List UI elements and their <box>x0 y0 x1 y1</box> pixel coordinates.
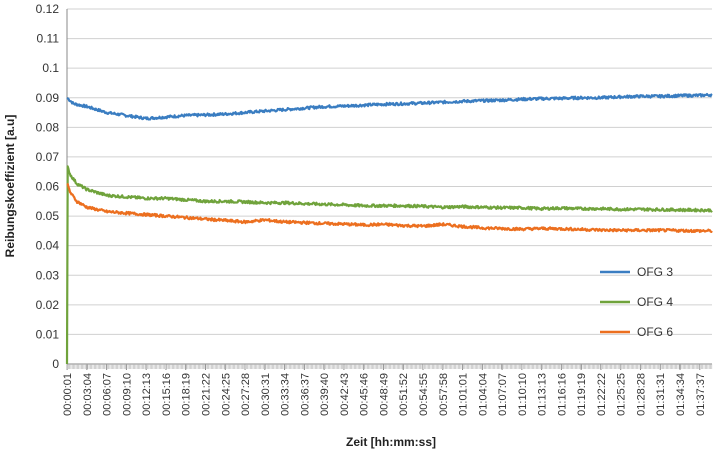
y-tick-label: 0.12 <box>36 2 60 16</box>
x-tick-label: 01:19:19 <box>576 373 588 416</box>
legend-label: OFG 3 <box>637 265 673 279</box>
y-tick-label: 0.05 <box>36 209 60 223</box>
x-tick-label: 00:51:52 <box>398 373 410 416</box>
y-axis-title: Reibungskoeffizient [a.u] <box>3 115 17 258</box>
y-tick-label: 0.09 <box>36 91 60 105</box>
x-tick-label: 01:25:25 <box>616 373 628 416</box>
y-tick-label: 0.08 <box>36 120 60 134</box>
y-tick-label: 0.01 <box>36 327 60 341</box>
legend-label: OFG 4 <box>637 295 673 309</box>
x-tick-label: 01:37:37 <box>695 373 707 416</box>
series-line-ofg-4 <box>65 165 713 365</box>
series-lines <box>65 92 713 365</box>
y-tick-label: 0.1 <box>42 61 59 75</box>
x-tick-label: 00:18:19 <box>181 373 193 416</box>
y-tick-label: 0.04 <box>36 239 60 253</box>
x-tick-label: 01:07:07 <box>497 373 509 416</box>
x-tick-label: 00:30:31 <box>260 373 272 416</box>
x-tick-label: 01:04:04 <box>477 373 489 416</box>
x-tick-label: 01:16:16 <box>556 373 568 416</box>
x-minor-ticks <box>66 364 713 369</box>
y-tick-label: 0.02 <box>36 298 60 312</box>
x-axis-ticks: 00:00:01 00:03:04 00:06:07 00:09:10 00:12:13… <box>62 364 707 416</box>
x-tick-label: 00:39:40 <box>319 373 331 416</box>
x-tick-label: 01:34:34 <box>675 373 687 416</box>
x-tick-label: 00:27:28 <box>240 373 252 416</box>
x-tick-label: 00:24:25 <box>220 373 232 416</box>
x-tick-label: 00:15:16 <box>161 373 173 416</box>
x-tick-label: 00:45:46 <box>359 373 371 416</box>
x-tick-label: 00:00:01 <box>62 373 74 416</box>
x-tick-label: 00:21:22 <box>201 373 213 416</box>
x-tick-label: 01:13:13 <box>537 373 549 416</box>
x-tick-label: 01:28:28 <box>636 373 648 416</box>
x-tick-label: 00:09:10 <box>121 373 133 416</box>
x-tick-label: 00:54:55 <box>418 373 430 416</box>
x-tick-label: 01:22:22 <box>596 373 608 416</box>
gridlines <box>67 8 712 335</box>
series-line-ofg-6 <box>66 182 713 234</box>
x-tick-label: 00:42:43 <box>339 373 351 416</box>
x-tick-label: 00:12:13 <box>141 373 153 416</box>
series-line-ofg-3 <box>66 92 713 121</box>
x-tick-label: 00:06:07 <box>102 373 114 416</box>
x-tick-label: 01:01:01 <box>458 373 470 416</box>
x-tick-label: 00:03:04 <box>82 373 94 416</box>
y-tick-label: 0.11 <box>37 32 60 46</box>
x-axis-title: Zeit [hh:mm:ss] <box>346 435 436 449</box>
x-tick-label: 00:36:37 <box>299 373 311 416</box>
y-tick-label: 0 <box>52 357 59 371</box>
y-tick-label: 0.03 <box>36 268 60 282</box>
x-tick-label: 00:48:49 <box>378 373 390 416</box>
y-tick-label: 0.06 <box>36 180 60 194</box>
legend-label: OFG 6 <box>637 325 673 339</box>
axes <box>66 9 713 369</box>
legend: OFG 3 OFG 4 OFG 6 <box>600 265 673 339</box>
y-tick-label: 0.07 <box>36 150 60 164</box>
x-tick-label: 00:57:58 <box>438 373 450 416</box>
y-axis-ticks: 0 0.01 0.02 0.03 0.04 0.05 0.06 0.07 0.08 0.09 0.1… <box>36 2 60 371</box>
x-tick-label: 00:33:34 <box>280 373 292 416</box>
x-tick-label: 01:10:10 <box>517 373 529 416</box>
x-tick-label: 01:31:31 <box>655 373 667 416</box>
